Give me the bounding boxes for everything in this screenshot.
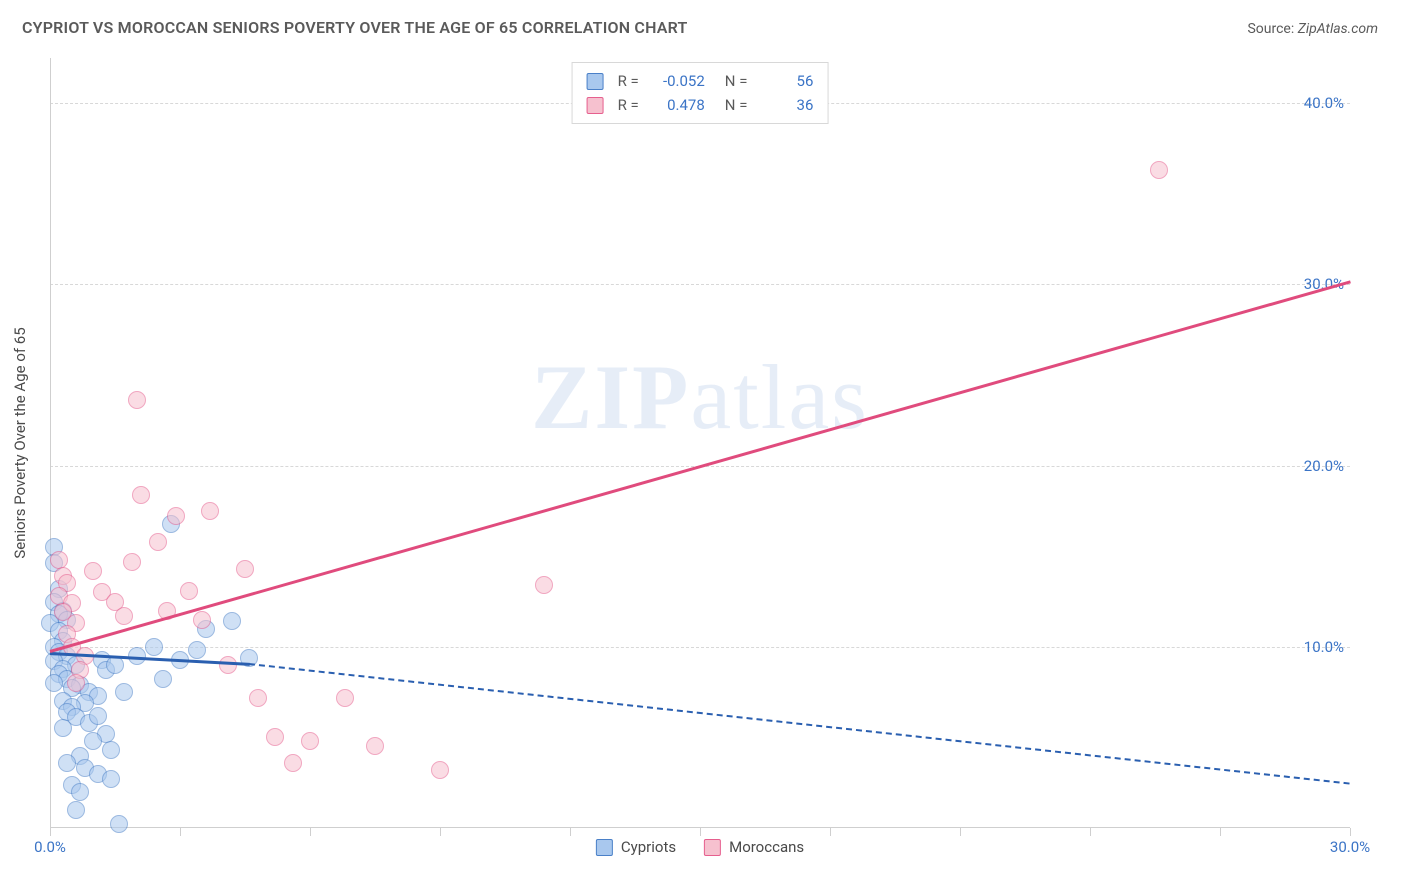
data-point xyxy=(154,670,172,688)
y-axis-line xyxy=(50,58,51,828)
y-tick-label: 10.0% xyxy=(1304,638,1344,656)
x-tick xyxy=(830,828,831,836)
data-point xyxy=(115,607,133,625)
x-tick xyxy=(310,828,311,836)
data-point xyxy=(284,754,302,772)
data-point xyxy=(45,674,63,692)
x-tick xyxy=(700,828,701,836)
data-point xyxy=(58,754,76,772)
n-value: 36 xyxy=(757,93,813,117)
data-point xyxy=(123,553,141,571)
gridline xyxy=(50,647,1350,648)
y-tick-label: 40.0% xyxy=(1304,94,1344,112)
data-point xyxy=(54,719,72,737)
data-point xyxy=(132,486,150,504)
chart-plot-area: Seniors Poverty Over the Age of 65 ZIPat… xyxy=(50,58,1350,828)
correlation-legend: R = -0.052 N = 56 R = 0.478 N = 36 xyxy=(572,62,829,124)
data-point xyxy=(149,533,167,551)
data-point xyxy=(180,582,198,600)
data-point xyxy=(535,576,553,594)
series-legend-item: Moroccans xyxy=(704,838,804,856)
series-legend-label: Cypriots xyxy=(621,838,676,856)
data-point xyxy=(145,638,163,656)
data-point xyxy=(249,689,267,707)
data-point xyxy=(201,502,219,520)
data-point xyxy=(188,641,206,659)
data-point xyxy=(167,507,185,525)
data-point xyxy=(115,683,133,701)
n-label: N = xyxy=(725,69,748,93)
data-point xyxy=(223,612,241,630)
x-tick xyxy=(1350,828,1351,836)
data-point xyxy=(67,674,85,692)
source-attribution: Source: ZipAtlas.com xyxy=(1247,21,1378,37)
data-point xyxy=(236,560,254,578)
n-value: 56 xyxy=(757,69,813,93)
data-point xyxy=(102,770,120,788)
data-point xyxy=(266,728,284,746)
x-tick-label: 0.0% xyxy=(34,838,66,856)
data-point xyxy=(110,815,128,833)
x-tick xyxy=(50,828,51,836)
data-point xyxy=(1150,161,1168,179)
series-legend: Cypriots Moroccans xyxy=(596,838,804,856)
r-label: R = xyxy=(618,93,639,117)
data-point xyxy=(102,741,120,759)
data-point xyxy=(336,689,354,707)
x-tick-label: 30.0% xyxy=(1330,838,1370,856)
n-label: N = xyxy=(725,93,748,117)
legend-swatch xyxy=(587,97,604,114)
trend-line xyxy=(50,281,1351,653)
series-legend-label: Moroccans xyxy=(729,838,804,856)
r-value: 0.478 xyxy=(649,93,705,117)
trend-line-extrapolated xyxy=(249,663,1350,785)
y-tick-label: 20.0% xyxy=(1304,457,1344,475)
x-tick xyxy=(960,828,961,836)
gridline xyxy=(50,284,1350,285)
correlation-legend-row: R = -0.052 N = 56 xyxy=(587,69,814,93)
r-label: R = xyxy=(618,69,639,93)
data-point xyxy=(67,801,85,819)
x-tick xyxy=(1220,828,1221,836)
data-point xyxy=(128,391,146,409)
data-point xyxy=(50,551,68,569)
data-point xyxy=(71,783,89,801)
data-point xyxy=(366,737,384,755)
r-value: -0.052 xyxy=(649,69,705,93)
data-point xyxy=(84,562,102,580)
legend-swatch xyxy=(587,73,604,90)
y-axis-label: Seniors Poverty Over the Age of 65 xyxy=(11,327,29,558)
x-tick xyxy=(180,828,181,836)
scatter-plot: 10.0%20.0%30.0%40.0%0.0%30.0%R =-0.052N … xyxy=(50,58,1350,828)
data-point xyxy=(301,732,319,750)
legend-swatch xyxy=(596,839,613,856)
data-point xyxy=(193,611,211,629)
series-legend-item: Cypriots xyxy=(596,838,676,856)
x-tick xyxy=(570,828,571,836)
data-point xyxy=(84,732,102,750)
legend-swatch xyxy=(704,839,721,856)
data-point xyxy=(431,761,449,779)
source-prefix: Source: xyxy=(1247,21,1297,37)
correlation-legend-row: R = 0.478 N = 36 xyxy=(587,93,814,117)
source-link[interactable]: ZipAtlas.com xyxy=(1298,21,1378,37)
x-tick xyxy=(440,828,441,836)
chart-title: CYPRIOT VS MOROCCAN SENIORS POVERTY OVER… xyxy=(22,18,688,37)
x-tick xyxy=(1090,828,1091,836)
data-point xyxy=(89,707,107,725)
